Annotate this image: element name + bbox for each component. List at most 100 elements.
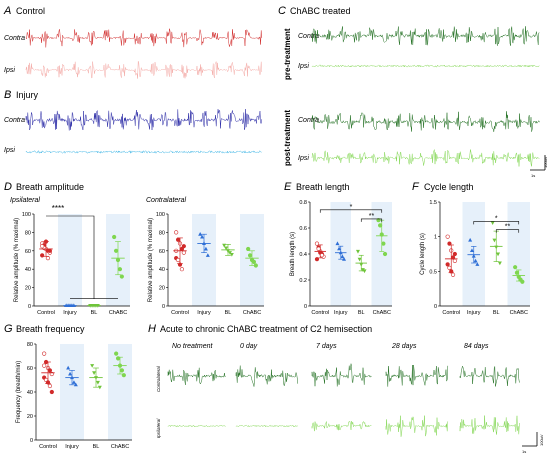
data-point [468,237,473,242]
y-tick-label: 20 [27,414,33,420]
data-point [335,241,340,246]
data-point [66,365,71,370]
y-tick-label: 0 [30,438,33,444]
trace-chabc-pre-ipsi [311,64,540,68]
data-point [496,252,501,257]
trace-chabc-pre-contra [311,26,540,46]
panel-title: Breath amplitude [16,182,84,192]
y-tick-label: 0.5 [429,269,437,275]
y-tick-label: 80 [27,342,33,348]
x-tick-label: Injury [334,310,348,316]
significance-bracket [319,209,383,213]
group-shade [371,202,392,306]
row-label: Contralateral [156,365,161,392]
data-point [121,373,126,378]
row-label: Ipsi [4,67,15,74]
column-label: 7 days [316,343,337,350]
data-point [452,251,457,257]
data-point [314,241,320,246]
trace-path [459,415,520,435]
data-point [47,383,53,389]
data-point [452,258,457,264]
significance-label: **** [52,204,64,213]
significance-bracket [473,221,520,225]
panel-subtitle: Contralateral [146,197,187,204]
panel-letter: E [284,181,292,193]
y-tick-label: 0 [162,304,165,310]
data-point [382,251,388,257]
data-point [445,262,450,267]
trace-path [311,111,540,132]
group-label: post-treatment [283,110,292,166]
panel-letter: C [278,5,286,17]
data-point [513,265,518,270]
y-axis-label: Relative amplitude (% maximal) [14,218,20,302]
scale-time-label: 1s [531,173,535,178]
significance-bracket [495,229,520,233]
x-tick-label: ChABC [111,444,129,450]
data-point [90,364,95,368]
data-point [179,267,185,272]
panel-h: H Acute to chronic ChABC treatment of C2… [148,323,544,454]
panel-d: D Breath amplitude Ipsilateral Contralat… [4,181,264,316]
column-label: No treatment [172,343,214,350]
trace-path [25,28,263,48]
data-point [314,257,320,262]
x-tick-label: Control [39,444,57,450]
trace-path [385,364,449,387]
data-point [119,368,125,373]
data-point [71,380,76,384]
x-tick-label: Control [442,310,460,316]
data-point [497,261,502,266]
data-point [381,241,386,246]
data-point [224,246,229,251]
y-tick-label: 0 [434,304,437,310]
panel-title: Acute to chronic ChABC treatment of C2 h… [160,324,372,334]
panel-letter: F [412,181,420,193]
panel-title: Injury [16,90,39,100]
data-point [113,248,119,253]
group-shade [58,214,82,306]
panel-g: G Breath frequency 0 20 40 60 80 Control Injur… [4,323,132,450]
row-label: Ipsilateral [156,418,161,438]
column-label: 28 days [391,343,417,350]
group-shade [507,202,530,306]
trace-path [167,424,226,428]
x-tick-label: Injury [197,310,211,316]
y-axis-label: Frequency (breath/min) [16,361,22,423]
y-tick-label: 100 [156,212,165,218]
scale-time-label: 1s [522,449,526,454]
row-label: Contra [298,33,319,40]
data-point [357,257,362,262]
data-point [112,234,117,240]
chart-breath-length: 0 0.2 0.4 0.6 0.8 Control Injury BL ChABC Breath … [290,200,392,316]
significance-label: * [350,204,353,211]
trace-injury-contra [25,109,263,131]
trace-path [25,149,262,154]
data-point [40,244,45,249]
panel-title: ChABC treated [290,6,351,16]
panel-title: Breath frequency [16,324,85,334]
y-tick-label: 1 [434,235,437,241]
data-point [49,389,54,395]
data-point [97,385,102,390]
y-tick-label: 1.5 [429,200,437,206]
panel-title: Breath length [296,182,350,192]
data-point [40,253,45,258]
panel-a: A Control Contra Ipsi [3,5,263,79]
data-point [42,351,47,356]
y-tick-label: 100 [22,212,31,218]
data-point [447,265,452,270]
row-label: Contra [4,35,25,42]
trace-path [25,109,263,131]
y-tick-label: 60 [159,249,165,255]
panel-subtitle: Ipsilateral [10,197,40,204]
data-point [203,246,208,251]
trace-chabc-post-ipsi [311,149,540,167]
column-label: 0 day [240,343,258,350]
data-point [229,252,234,257]
y-tick-label: 0.8 [299,200,307,206]
y-tick-label: 20 [159,286,165,292]
data-point [200,234,205,239]
